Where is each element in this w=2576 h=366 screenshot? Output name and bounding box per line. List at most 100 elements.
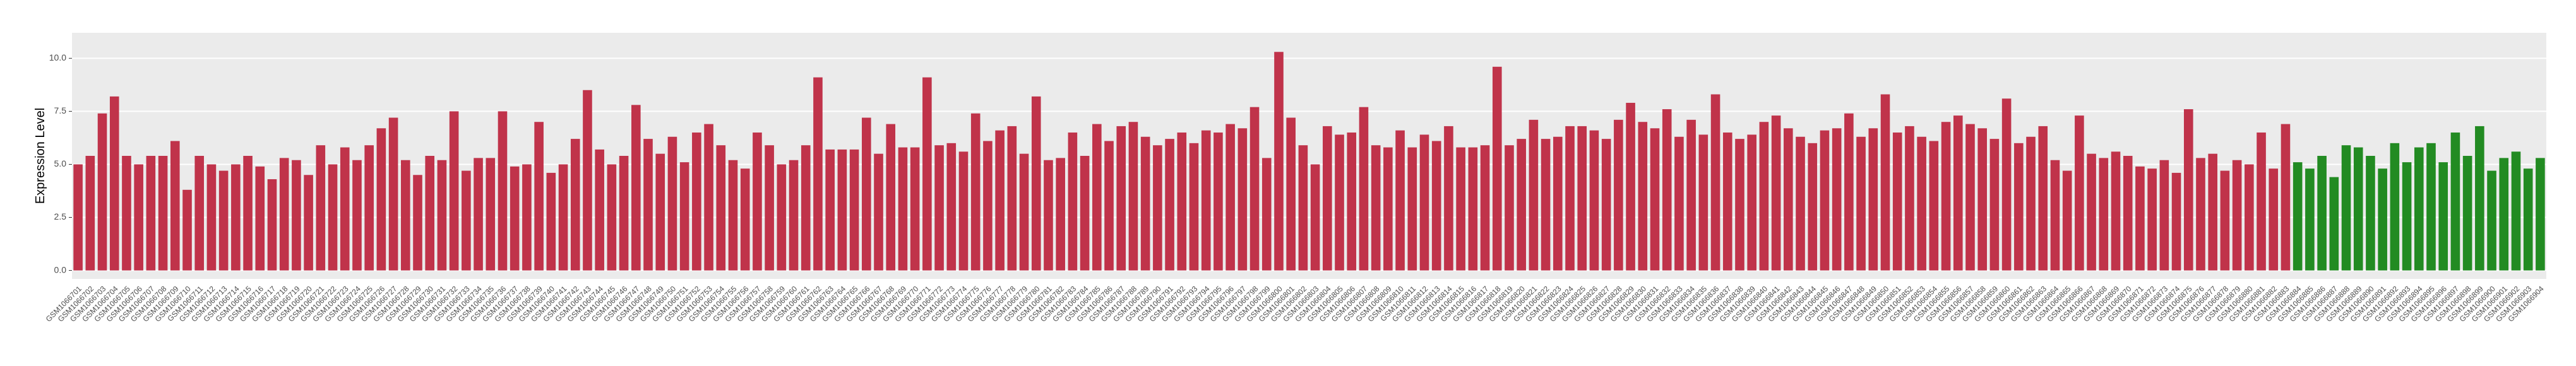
y-tick-label: 5.0 xyxy=(54,158,67,168)
bar xyxy=(1614,119,1623,271)
bar xyxy=(1359,107,1369,271)
bar xyxy=(109,96,119,271)
bar xyxy=(1383,147,1393,271)
bar xyxy=(922,77,932,271)
bar xyxy=(1031,96,1041,271)
bar xyxy=(2135,166,2145,271)
bar xyxy=(474,158,483,271)
bar xyxy=(765,145,774,271)
bar xyxy=(1298,145,1308,271)
bar xyxy=(498,111,508,271)
bar xyxy=(413,175,422,271)
bar xyxy=(1153,145,1162,271)
bar xyxy=(218,170,229,271)
bar xyxy=(704,124,713,271)
bar xyxy=(1492,66,1502,271)
bar xyxy=(1808,143,1818,271)
bar xyxy=(2038,126,2048,271)
bar xyxy=(328,164,338,271)
bar xyxy=(2378,168,2387,271)
bar xyxy=(1225,124,1235,271)
bar xyxy=(1371,145,1381,271)
bar xyxy=(146,156,156,271)
bar xyxy=(1892,133,1902,271)
bar xyxy=(1165,139,1174,271)
bar xyxy=(1820,130,1830,271)
bar xyxy=(558,164,568,271)
bar xyxy=(2001,98,2012,271)
bar xyxy=(1116,126,1126,271)
bar xyxy=(1784,128,1793,271)
bar xyxy=(1905,126,1914,271)
bar xyxy=(1589,130,1599,271)
bar xyxy=(740,168,750,271)
bar xyxy=(655,153,665,271)
bar xyxy=(1856,136,1866,271)
bar xyxy=(1844,113,1854,271)
bar xyxy=(1286,117,1296,271)
bar xyxy=(1698,134,1708,271)
bar xyxy=(2499,158,2509,271)
bar xyxy=(1650,128,1660,271)
bar xyxy=(1335,134,1344,271)
bar xyxy=(2511,151,2521,271)
bar xyxy=(1092,124,1102,271)
bar xyxy=(2317,156,2327,271)
bar xyxy=(2123,156,2133,271)
bar xyxy=(2523,168,2533,271)
bar xyxy=(1104,141,1114,271)
bar xyxy=(1747,134,1756,271)
bar xyxy=(1868,128,1878,271)
bar xyxy=(2026,136,2036,271)
bar xyxy=(2087,153,2096,271)
bar xyxy=(1638,122,1648,271)
bar xyxy=(679,162,689,271)
bar xyxy=(134,164,143,271)
bar xyxy=(449,111,459,271)
bar xyxy=(1771,115,1781,271)
bar xyxy=(777,164,787,271)
bar xyxy=(1941,122,1951,271)
bar xyxy=(862,117,871,271)
bar xyxy=(2462,156,2472,271)
bar xyxy=(1577,126,1587,271)
bar xyxy=(2147,168,2157,271)
bar xyxy=(2293,162,2303,271)
bar xyxy=(2183,109,2193,271)
bar xyxy=(995,130,1005,271)
bar xyxy=(2171,172,2181,271)
bar xyxy=(1601,139,1611,271)
bar xyxy=(2536,158,2545,271)
bar xyxy=(813,77,823,271)
bar xyxy=(1917,136,1926,271)
bar xyxy=(2269,168,2279,271)
bar xyxy=(2257,133,2266,271)
bar xyxy=(158,156,168,271)
bar xyxy=(182,189,192,271)
bar xyxy=(352,160,362,271)
bar xyxy=(1989,139,2000,271)
bar xyxy=(1529,119,1539,271)
bar xyxy=(2220,170,2230,271)
bar xyxy=(1796,136,1805,271)
bar xyxy=(1080,156,1090,271)
bar xyxy=(1674,136,1684,271)
bar xyxy=(1444,126,1453,271)
bar xyxy=(170,141,180,271)
bar xyxy=(958,151,969,271)
bar xyxy=(898,147,908,271)
bar xyxy=(1517,139,1526,271)
bar xyxy=(2414,147,2424,271)
bar xyxy=(1128,122,1138,271)
panel xyxy=(72,33,2546,279)
bar xyxy=(2014,143,2024,271)
bar xyxy=(2281,124,2291,271)
y-axis-label: Expression Level xyxy=(33,108,47,204)
bar xyxy=(1068,133,1078,271)
bar xyxy=(789,160,799,271)
bar xyxy=(1261,158,1272,271)
bar xyxy=(1953,115,1963,271)
bar xyxy=(716,145,726,271)
bar xyxy=(2159,160,2169,271)
